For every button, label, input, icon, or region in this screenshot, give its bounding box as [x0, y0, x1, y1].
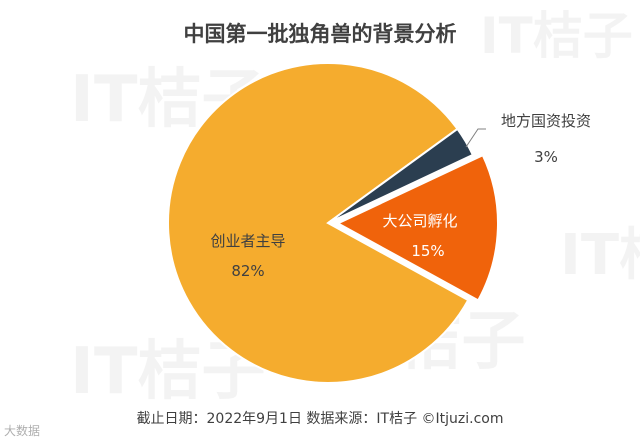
chart-title: 中国第一批独角兽的背景分析 — [183, 22, 457, 46]
slice-founder-led — [167, 62, 470, 384]
label-state-capital-value: 3% — [534, 148, 558, 166]
label-state-capital-name: 地方国资投资 — [501, 112, 591, 130]
label-founder-led-value: 82% — [231, 262, 264, 280]
label-corporate-incubated-name: 大公司孵化 — [382, 212, 457, 230]
leader-line-state-capital — [465, 128, 486, 148]
slice-corporate-incubated — [335, 153, 499, 302]
corner-watermark: 大数据 — [4, 424, 41, 438]
footer-source: 截止日期：2022年9月1日 数据来源：IT桔子 ©Itjuzi.com — [136, 411, 504, 427]
label-founder-led-name: 创业者主导 — [210, 232, 285, 250]
label-corporate-incubated-value: 15% — [411, 242, 444, 260]
slice-state-capital — [327, 127, 475, 224]
